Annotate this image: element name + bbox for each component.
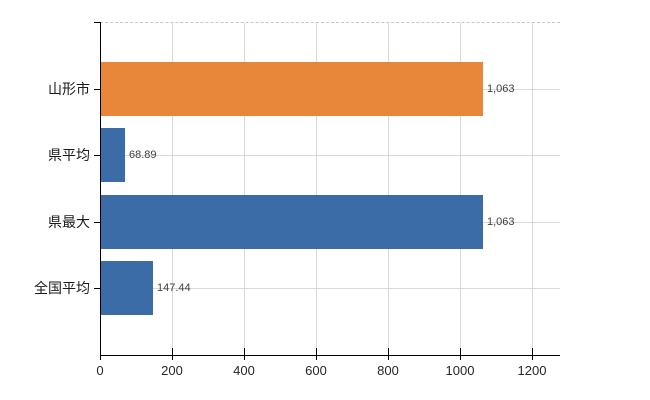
category-label-3: 全国平均 [34,280,90,296]
x-tick-label-4: 800 [377,363,399,378]
value-label-1: 68.89 [129,149,157,161]
bar-2 [101,195,483,249]
bar-3 [101,261,153,315]
y-axis-top-tick [94,22,100,23]
v-gridline-800 [388,23,389,355]
y-tick-1 [94,155,100,156]
value-label-2: 1,063 [487,216,515,228]
v-gridline-1200 [532,23,533,355]
value-label-0: 1,063 [487,83,515,95]
y-axis-line [100,22,101,355]
x-tick-0 [100,348,101,360]
x-tick-1 [172,348,173,360]
x-tick-label-2: 400 [233,363,255,378]
category-label-1: 県平均 [48,147,90,163]
x-tick-label-5: 1000 [445,363,475,378]
x-tick-3 [316,348,317,360]
v-gridline-400 [244,23,245,355]
y-tick-3 [94,288,100,289]
x-tick-5 [460,348,461,360]
x-axis-line [100,355,560,356]
x-tick-label-1: 200 [161,363,183,378]
v-gridline-200 [172,23,173,355]
x-tick-2 [244,348,245,360]
x-tick-label-6: 1200 [517,363,547,378]
bar-0 [101,62,483,116]
bar-1 [101,128,125,182]
v-gridline-1000 [460,23,461,355]
v-gridline-600 [316,23,317,355]
value-label-3: 147.44 [157,282,191,294]
category-label-2: 県最大 [48,214,90,230]
x-tick-label-0: 0 [96,363,104,378]
h-gridline-3 [100,288,560,289]
h-gridline-1 [100,155,560,156]
y-tick-0 [94,89,100,90]
y-tick-2 [94,222,100,223]
plot-top-border [100,22,560,23]
x-tick-4 [388,348,389,360]
x-tick-label-3: 600 [305,363,327,378]
x-tick-6 [532,348,533,360]
category-label-0: 山形市 [48,81,90,97]
